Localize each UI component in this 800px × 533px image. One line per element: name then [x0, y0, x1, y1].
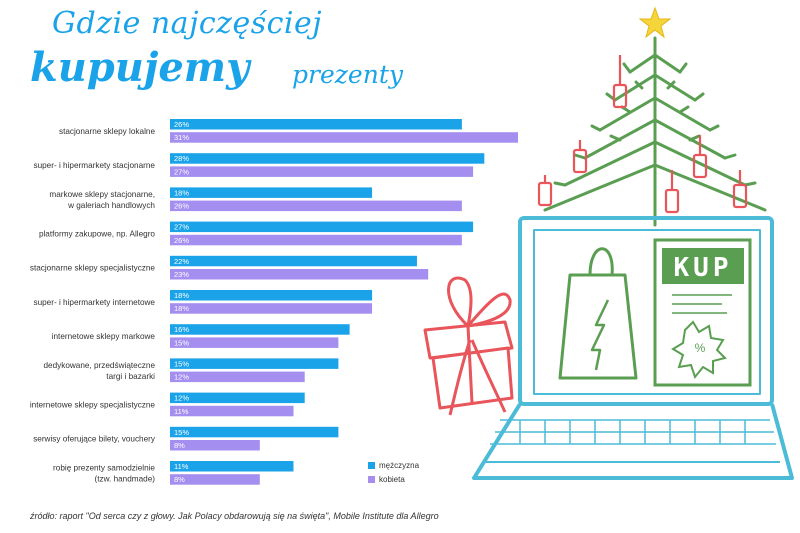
svg-text:%: %	[695, 341, 706, 355]
bar-women	[170, 234, 462, 246]
bar-women	[170, 132, 518, 143]
bar-men	[170, 426, 339, 438]
category-label: markowe sklepy stacjonarne, w galeriach h…	[49, 190, 155, 210]
category-label: internetowe sklepy specjalistyczne	[30, 400, 156, 409]
bar-value-label: 15%	[174, 338, 189, 347]
bar-women	[170, 371, 305, 383]
title-line-1: Gdzie najczęściej	[52, 6, 323, 41]
bar-women	[170, 337, 339, 348]
bar-value-label: 27%	[174, 167, 189, 176]
bar-women	[170, 440, 260, 451]
kup-sign-icon: %	[653, 238, 752, 387]
bar-value-label: 23%	[174, 270, 189, 279]
category-label: stacjonarne sklepy lokalne	[59, 127, 155, 136]
bar-value-label: 18%	[174, 304, 189, 313]
bar-men	[170, 187, 373, 198]
bar-value-label: 26%	[174, 120, 189, 129]
bar-men	[170, 358, 339, 369]
bar-value-label: 27%	[174, 223, 189, 232]
bar-women	[170, 405, 294, 417]
bar-value-label: 26%	[174, 236, 189, 245]
source-footnote: źródło: raport "Od serca czy z głowy. Ja…	[30, 511, 439, 521]
category-label: platformy zakupowe, np. Allegro	[39, 229, 155, 238]
bar-value-label: 31%	[174, 133, 189, 142]
kup-sign-text: KUP	[674, 253, 733, 283]
bar-value-label: 26%	[174, 202, 189, 211]
bar-value-label: 12%	[174, 394, 189, 403]
legend-item-men: mężczyzna	[368, 461, 419, 470]
bar-women	[170, 474, 260, 485]
category-label: dedykowane, przedświąteczne targi i bazar…	[43, 361, 155, 381]
category-label: super- i hipermarkety internetowe	[33, 298, 155, 307]
category-label: super- i hipermarkety stacjonarne	[33, 161, 155, 170]
bar-value-label: 28%	[174, 154, 189, 163]
bar-value-label: 16%	[174, 325, 189, 334]
gift-box-icon	[423, 276, 514, 416]
category-label: internetowe sklepy markowe	[52, 332, 156, 341]
legend-swatch-men	[368, 462, 375, 469]
bar-value-label: 18%	[174, 188, 189, 197]
bar-women	[170, 303, 373, 314]
bar-women	[170, 269, 429, 280]
bar-men	[170, 255, 417, 267]
legend-label-women: kobieta	[379, 475, 405, 484]
bar-value-label: 8%	[174, 441, 185, 450]
bar-men	[170, 290, 373, 301]
bar-women	[170, 166, 474, 177]
title-line-2: kupujemy	[30, 44, 250, 91]
category-label: robię prezenty samodzielnie (tzw. handmad…	[53, 463, 155, 483]
category-label: serwisy oferujące bilety, vouchery	[33, 435, 156, 444]
bar-men	[170, 324, 350, 335]
bar-value-label: 15%	[174, 428, 189, 437]
price-tags-icon	[537, 55, 748, 214]
category-label: stacjonarne sklepy specjalistyczne	[30, 264, 156, 273]
bar-men	[170, 221, 474, 233]
bar-value-label: 8%	[174, 475, 185, 484]
christmas-tree-icon	[543, 36, 767, 227]
bar-men	[170, 392, 305, 404]
star-icon	[638, 6, 672, 39]
bar-men	[170, 119, 462, 130]
bar-value-label: 12%	[174, 373, 189, 382]
bar-value-label: 22%	[174, 257, 189, 266]
bar-men	[170, 461, 294, 472]
legend-swatch-women	[368, 476, 375, 483]
title-line-3: prezenty	[292, 60, 403, 89]
shopping-bag-icon	[558, 247, 638, 380]
bar-value-label: 11%	[174, 462, 189, 471]
legend-item-women: kobieta	[368, 475, 405, 484]
bar-men	[170, 153, 485, 164]
bar-value-label: 11%	[174, 407, 189, 416]
legend-label-men: mężczyzna	[379, 461, 420, 470]
bar-value-label: 15%	[174, 359, 189, 368]
bar-value-label: 18%	[174, 291, 189, 300]
bar-women	[170, 200, 462, 212]
